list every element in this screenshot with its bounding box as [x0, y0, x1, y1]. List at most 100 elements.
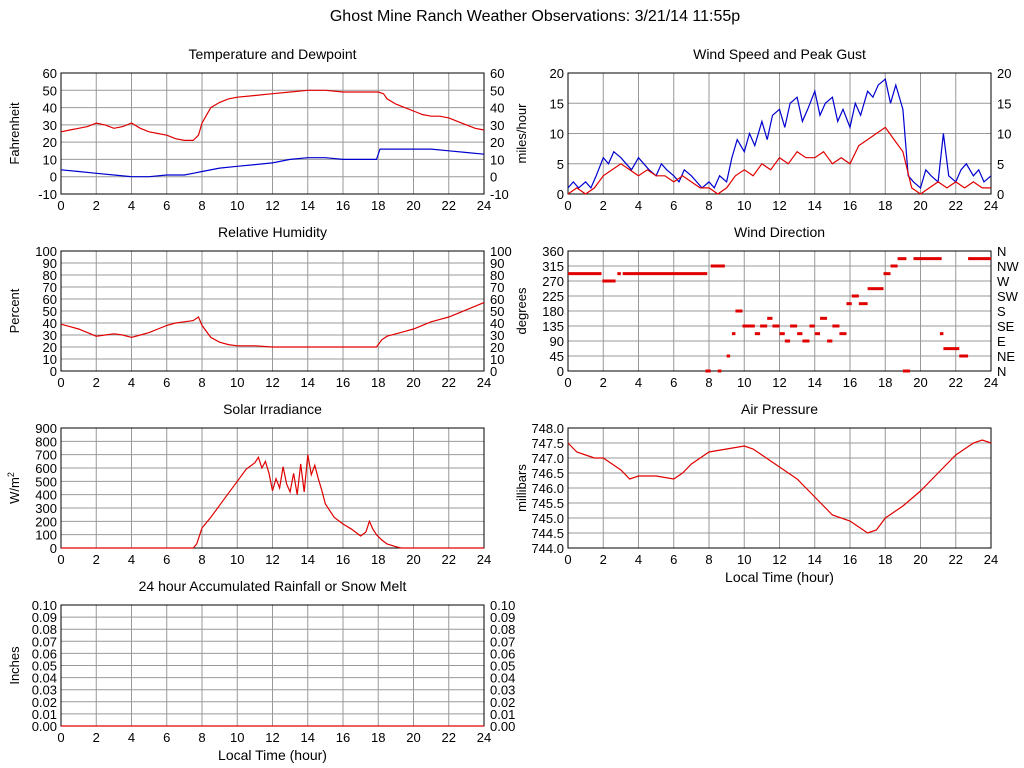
- x-tick-label: 14: [808, 198, 822, 213]
- y-tick-label: 30: [43, 118, 57, 133]
- y-axis-label: Fahrenheit: [7, 102, 22, 165]
- y-tick-label: 20: [43, 340, 57, 355]
- page-title: Ghost Mine Ranch Weather Observations: 3…: [329, 8, 741, 25]
- y-tick-label: 0.06: [32, 646, 57, 661]
- y-tick-label: 0.03: [32, 683, 57, 698]
- right-tick-label: 50: [490, 304, 504, 319]
- x-tick-label: 2: [600, 552, 607, 567]
- x-tick-label: 8: [198, 730, 205, 745]
- y-tick-label: 744.0: [531, 541, 564, 556]
- x-tick-label: 6: [670, 198, 677, 213]
- x-tick-label: 24: [477, 198, 491, 213]
- x-tick-label: 18: [878, 375, 892, 390]
- y-tick-label: 45: [550, 349, 564, 364]
- x-tick-label: 2: [93, 552, 100, 567]
- x-tick-label: 8: [198, 198, 205, 213]
- right-tick-label: 60: [490, 292, 504, 307]
- x-tick-label: 20: [406, 552, 420, 567]
- y-tick-label: -10: [38, 187, 57, 202]
- x-tick-label: 10: [230, 198, 244, 213]
- x-tick-label: 20: [913, 552, 927, 567]
- x-tick-label: 20: [406, 375, 420, 390]
- series-line-0: [567, 77, 992, 190]
- x-tick-label: 22: [949, 552, 963, 567]
- right-tick-label: 80: [490, 268, 504, 283]
- right-tick-label: 0: [490, 170, 497, 185]
- x-tick-label: 16: [336, 730, 350, 745]
- right-tick-label: 20: [490, 340, 504, 355]
- y-tick-label: 300: [35, 501, 57, 516]
- x-tick-label: 4: [128, 375, 135, 390]
- x-tick-label: 24: [477, 552, 491, 567]
- x-tick-label: 14: [301, 552, 315, 567]
- compass-label: SE: [997, 319, 1015, 334]
- x-tick-label: 8: [198, 375, 205, 390]
- x-tick-label: 18: [878, 198, 892, 213]
- y-tick-label: 745.5: [531, 496, 564, 511]
- plot-frame: [60, 250, 485, 372]
- y-tick-label: 0: [50, 364, 57, 379]
- x-tick-label: 14: [808, 375, 822, 390]
- x-tick-label: 8: [705, 198, 712, 213]
- right-tick-label: 50: [490, 83, 504, 98]
- x-tick-label: 16: [843, 198, 857, 213]
- x-tick-label: 10: [737, 552, 751, 567]
- x-tick-label: 8: [705, 375, 712, 390]
- right-tick-label: 0: [490, 364, 497, 379]
- right-tick-label: 0.05: [490, 659, 515, 674]
- y-tick-label: 0.04: [32, 671, 57, 686]
- x-tick-label: 2: [93, 375, 100, 390]
- right-tick-label: 40: [490, 316, 504, 331]
- x-tick-label: 18: [371, 198, 385, 213]
- x-tick-label: 4: [635, 198, 642, 213]
- x-tick-label: 12: [265, 552, 279, 567]
- right-tick-label: 60: [490, 66, 504, 81]
- y-tick-label: 0.08: [32, 622, 57, 637]
- series-line-1: [567, 126, 991, 195]
- x-tick-label: 22: [949, 198, 963, 213]
- x-tick-label: 4: [635, 552, 642, 567]
- right-tick-label: 30: [490, 328, 504, 343]
- y-tick-label: 5: [557, 157, 564, 172]
- chart-title: Air Pressure: [741, 401, 818, 417]
- y-tick-label: 400: [35, 488, 57, 503]
- y-axis-label: Inches: [7, 646, 22, 685]
- x-tick-label: 4: [635, 375, 642, 390]
- x-tick-label: 12: [772, 198, 786, 213]
- y-tick-label: 500: [35, 474, 57, 489]
- x-tick-label: 6: [163, 552, 170, 567]
- x-tick-label: 18: [371, 730, 385, 745]
- y-tick-label: 90: [43, 256, 57, 271]
- series-line-0: [567, 439, 992, 534]
- x-tick-label: 14: [301, 375, 315, 390]
- y-tick-label: 10: [43, 352, 57, 367]
- right-tick-label: 10: [490, 152, 504, 167]
- x-tick-label: 6: [670, 552, 677, 567]
- y-tick-label: 0.00: [32, 719, 57, 734]
- x-tick-label: 24: [984, 552, 998, 567]
- x-tick-label: 10: [230, 730, 244, 745]
- chart-title: Wind Speed and Peak Gust: [693, 46, 866, 62]
- y-tick-label: 10: [550, 127, 564, 142]
- y-tick-label: 360: [542, 244, 564, 259]
- x-tick-label: 6: [163, 730, 170, 745]
- right-tick-label: 15: [997, 96, 1011, 111]
- x-tick-label: 16: [843, 552, 857, 567]
- y-tick-label: 20: [550, 66, 564, 81]
- x-tick-label: 14: [301, 198, 315, 213]
- x-tick-label: 10: [737, 198, 751, 213]
- y-axis-label: Percent: [7, 288, 22, 333]
- x-tick-label: 8: [198, 552, 205, 567]
- y-tick-label: 225: [542, 289, 564, 304]
- compass-label: SW: [997, 289, 1019, 304]
- chart-panel-rain: 24 hour Accumulated Rainfall or Snow Mel…: [7, 578, 515, 763]
- x-tick-label: 12: [265, 375, 279, 390]
- x-tick-label: 20: [913, 375, 927, 390]
- chart-title: 24 hour Accumulated Rainfall or Snow Mel…: [139, 578, 407, 594]
- y-tick-label: 80: [43, 268, 57, 283]
- x-tick-label: 22: [442, 552, 456, 567]
